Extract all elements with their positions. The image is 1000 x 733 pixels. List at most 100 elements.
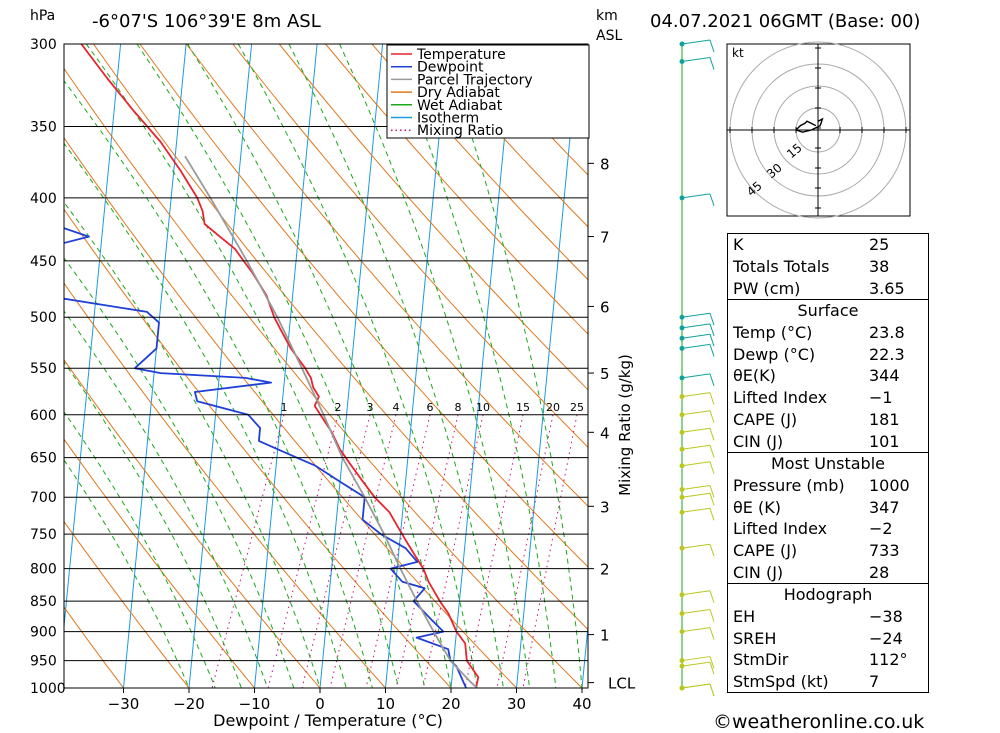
surface-index-row: Temp (°C) 23.8 (728, 322, 928, 344)
general-index-row: PW (cm) 3.65 (728, 277, 928, 299)
wind-barb (679, 392, 715, 405)
wind-barb (679, 683, 715, 697)
surface-index-row: Lifted Index −1 (728, 387, 928, 409)
general-index-label: K (733, 235, 744, 255)
most-unstable-index-row: Pressure (mb) 1000 (728, 475, 928, 497)
km-label: 5 (600, 365, 610, 383)
general-index-value: 38 (869, 257, 890, 277)
wind-barb-staff (681, 410, 711, 416)
wind-barb (679, 627, 715, 640)
pressure-label: 600 (30, 408, 57, 424)
wind-barb-staff (681, 373, 711, 379)
isotherm-line (648, 44, 711, 688)
series-temperature (80, 44, 480, 688)
wind-barb (679, 312, 715, 326)
surface-index-row: Dewp (°C) 22.3 (728, 343, 928, 365)
hodograph-index-value: 7 (869, 672, 880, 692)
km-label: 4 (600, 424, 610, 442)
km-label: 7 (600, 229, 610, 247)
hodograph-index-row: EH −38 (728, 606, 928, 628)
x-axis-label: Dewpoint / Temperature (°C) (213, 711, 443, 730)
surface-index-label: Temp (°C) (733, 323, 813, 343)
most-unstable-index-value: −2 (869, 519, 893, 539)
pressure-label: 850 (30, 594, 57, 610)
x-tick-label: 40 (572, 695, 591, 713)
mixing-ratio-label: 20 (546, 401, 560, 414)
wind-barb (679, 507, 715, 521)
wind-barb-flag (709, 461, 715, 474)
wind-barb-staff (681, 661, 711, 667)
wind-barb (679, 427, 715, 441)
isotherm-line (123, 44, 187, 688)
mixing-ratio-line (211, 414, 285, 688)
pressure-label: 900 (30, 625, 57, 641)
general-index-value: 25 (869, 235, 890, 255)
wind-barb (679, 323, 715, 336)
x-tick-label: 0 (315, 695, 325, 713)
wind-barb-staff (681, 543, 711, 549)
wind-barb (679, 410, 715, 423)
wind-barb-flag (709, 313, 715, 326)
dry-adiabat-line (278, 44, 588, 391)
legend-label: Dewpoint (417, 60, 484, 76)
most-unstable-index-label: CIN (J) (733, 562, 784, 582)
wind-barb-flag (709, 344, 715, 357)
legend-label: Temperature (416, 47, 506, 63)
asl-label: ASL (596, 28, 622, 44)
wind-barb-staff (681, 57, 711, 63)
wind-barb-staff (681, 193, 711, 199)
pressure-label: 400 (30, 191, 57, 207)
wind-barb (679, 444, 715, 458)
pressure-label: 300 (30, 37, 57, 53)
hodograph-index-label: StmSpd (kt) (733, 672, 829, 692)
wind-barb-flag (709, 445, 715, 458)
wet-adiabat-line (237, 44, 478, 688)
wind-barb (679, 661, 715, 675)
mixing-ratio-line (522, 414, 578, 688)
hodograph-index-row: StmSpd (kt) 7 (728, 671, 928, 693)
x-tick-label: 20 (441, 695, 460, 713)
general-index-label: PW (cm) (733, 278, 801, 298)
hodograph-index-row: SREH −24 (728, 627, 928, 649)
most-unstable-section: Most Unstable Pressure (mb) 1000 θE (K) 347… (728, 451, 928, 583)
mixing-ratio-line (301, 414, 371, 688)
credit-text: ©weatheronline.co.uk (713, 711, 925, 733)
pressure-label: 950 (30, 654, 57, 670)
dry-adiabat-line (64, 282, 386, 688)
wind-barb-flag (709, 485, 715, 498)
dry-adiabat-line (418, 44, 588, 228)
wind-barb-staff (681, 492, 711, 498)
surface-index-value: −1 (869, 388, 893, 408)
wind-barb-staff (681, 343, 711, 349)
wind-barb-flag (709, 662, 715, 675)
indices-table: K 25 Totals Totals 38 PW (cm) 3.65 Surface Te… (727, 233, 929, 694)
surface-index-value: 22.3 (869, 344, 905, 364)
wet-adiabat-line (288, 44, 504, 688)
hodograph-unit: kt (732, 46, 744, 60)
wind-barbs (679, 39, 715, 697)
pressure-label: 650 (30, 451, 57, 467)
most-unstable-index-row: CIN (J) 28 (728, 561, 928, 583)
wind-barb-staff (681, 461, 711, 467)
wind-barb (679, 590, 715, 603)
wind-barb-flag (709, 323, 715, 336)
dry-adiabat-line (64, 606, 124, 688)
legend-box (386, 44, 590, 139)
general-index-label: Totals Totals (733, 257, 830, 277)
surface-index-label: CAPE (J) (733, 409, 798, 429)
pressure-label: 500 (30, 310, 57, 326)
wind-barb-flag (709, 392, 715, 405)
legend-label: Wet Adiabat (417, 98, 503, 114)
mixing-ratio-line (496, 414, 554, 688)
km-unit-label: km (596, 8, 618, 24)
mixing-ratio-axis-label: Mixing Ratio (g/kg) (616, 354, 634, 496)
surface-section: Surface Temp (°C) 23.8 Dewp (°C) 22.3 θE(K) 3… (728, 299, 928, 452)
wind-barb-flag (709, 428, 715, 441)
legend-label: Dry Adiabat (417, 85, 500, 101)
surface-index-label: Dewp (°C) (733, 344, 816, 364)
mixing-ratio-label: 15 (516, 401, 530, 414)
chart-texts: 1 2 3 4 6 8 10 15 20 25 -6°07'S 106°39'E 8m ASL km A… (92, 8, 920, 414)
hodograph-index-value: −38 (869, 607, 903, 627)
surface-index-label: Lifted Index (733, 388, 828, 408)
hodograph-section: Hodograph EH −38 SREH −24 StmDir 112° StmSpd (… (728, 583, 928, 692)
